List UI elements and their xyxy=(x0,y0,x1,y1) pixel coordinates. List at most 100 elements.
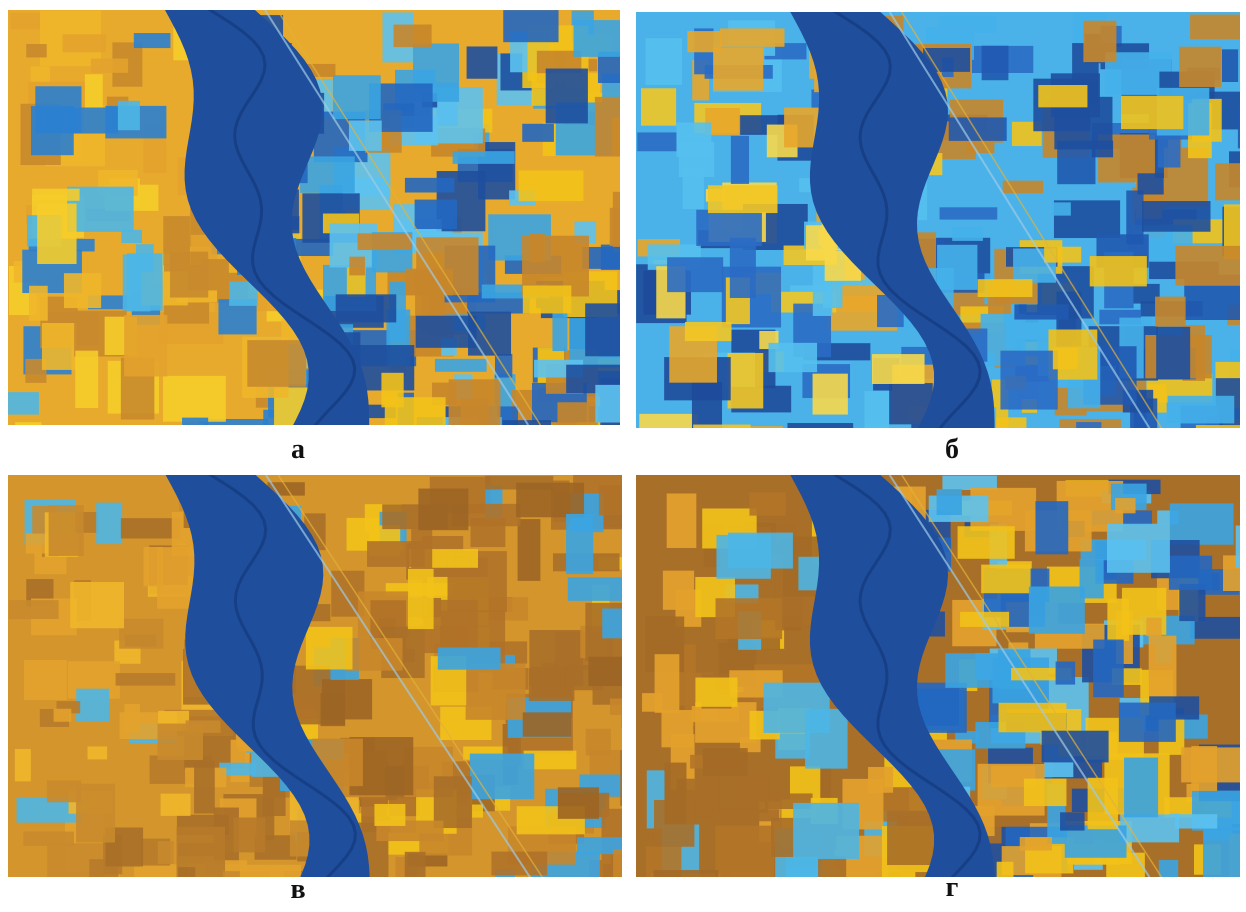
map-panel xyxy=(636,12,1240,428)
field xyxy=(868,767,893,793)
field xyxy=(546,69,588,124)
field xyxy=(349,257,365,276)
field xyxy=(503,10,558,42)
field xyxy=(26,44,46,58)
field xyxy=(1083,21,1116,62)
field xyxy=(960,612,1009,627)
field xyxy=(1115,498,1135,513)
field xyxy=(466,663,526,719)
field xyxy=(997,862,1014,877)
field xyxy=(1238,104,1240,148)
field xyxy=(735,772,769,813)
field xyxy=(708,185,778,213)
field xyxy=(768,343,817,372)
field xyxy=(661,710,693,747)
field xyxy=(1107,599,1129,641)
field xyxy=(937,489,962,515)
field xyxy=(1190,15,1240,40)
field xyxy=(558,787,599,818)
field xyxy=(405,178,455,193)
field xyxy=(434,776,472,828)
field xyxy=(15,422,41,425)
field xyxy=(523,712,572,736)
field xyxy=(374,804,405,826)
field xyxy=(981,565,1030,594)
field xyxy=(713,48,763,91)
field xyxy=(641,88,676,125)
field xyxy=(646,38,682,85)
field xyxy=(731,136,749,184)
field xyxy=(1179,47,1221,87)
field xyxy=(1052,202,1071,215)
field xyxy=(940,207,998,219)
field xyxy=(121,230,142,243)
field xyxy=(1142,201,1210,232)
field xyxy=(408,569,434,629)
field xyxy=(467,46,498,78)
field xyxy=(518,519,541,581)
field xyxy=(1035,501,1068,554)
field xyxy=(818,856,846,877)
field xyxy=(76,689,109,722)
field xyxy=(418,489,468,531)
field xyxy=(1156,327,1190,380)
field xyxy=(1203,827,1240,877)
field xyxy=(595,385,620,423)
field xyxy=(1090,256,1147,286)
field xyxy=(749,492,785,515)
field xyxy=(683,168,704,209)
field xyxy=(585,303,620,356)
field xyxy=(775,733,809,758)
field xyxy=(85,74,103,110)
field xyxy=(405,852,426,877)
field xyxy=(720,28,785,46)
field xyxy=(416,316,477,348)
panel-label: в xyxy=(268,874,328,906)
field xyxy=(405,269,453,296)
field xyxy=(793,803,859,859)
field xyxy=(333,75,381,119)
field xyxy=(685,322,732,341)
field xyxy=(1191,746,1217,791)
field xyxy=(728,353,764,408)
field xyxy=(695,678,737,707)
field xyxy=(872,354,925,384)
field xyxy=(121,518,180,538)
field xyxy=(1168,396,1235,424)
field xyxy=(88,746,108,759)
field xyxy=(37,203,76,264)
field xyxy=(300,156,355,192)
field xyxy=(29,286,48,321)
field xyxy=(620,750,622,806)
field xyxy=(96,503,122,545)
field xyxy=(599,485,622,515)
field xyxy=(70,582,124,628)
field xyxy=(54,709,72,722)
field xyxy=(978,279,1033,297)
field xyxy=(1124,758,1158,818)
figure: а б в г xyxy=(0,0,1246,912)
field xyxy=(76,784,115,843)
field xyxy=(1014,304,1068,319)
field xyxy=(787,423,853,428)
field xyxy=(557,402,597,425)
field xyxy=(1155,297,1186,327)
field xyxy=(438,648,501,670)
field xyxy=(568,577,622,601)
field xyxy=(1146,618,1161,636)
field xyxy=(42,323,77,370)
field xyxy=(945,653,1010,688)
field xyxy=(866,424,912,428)
field xyxy=(602,609,622,639)
field xyxy=(24,660,67,700)
field xyxy=(91,59,128,73)
field xyxy=(1119,703,1176,742)
field xyxy=(1169,556,1212,590)
map-panel xyxy=(8,475,622,877)
field xyxy=(982,46,1009,81)
field xyxy=(1056,662,1076,685)
field xyxy=(1020,837,1052,850)
field xyxy=(435,359,487,372)
field xyxy=(1060,812,1084,830)
field xyxy=(1076,422,1101,428)
